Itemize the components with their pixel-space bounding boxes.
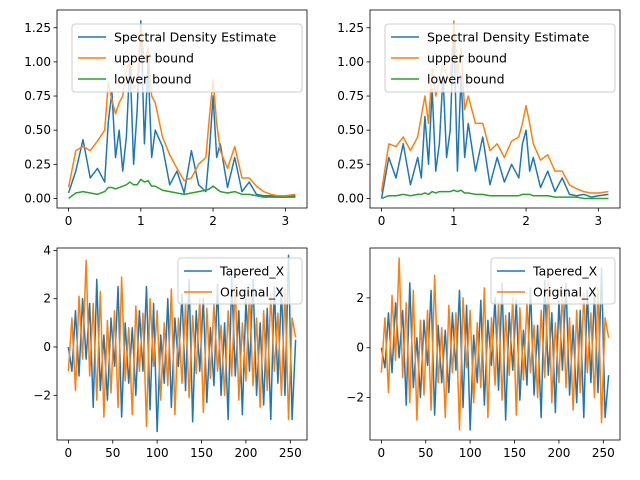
signal-right-ytick-label-1: 0 xyxy=(356,341,364,355)
signal-right-axes: 0 50 100 150 200 250 −2 0 2 Tapered_X Original_X xyxy=(346,247,621,460)
signal-right-xtick-label-5: 250 xyxy=(592,446,615,460)
signal-left-legend: Tapered_X Original_X xyxy=(177,257,303,305)
signal-left-xtick-label-3: 150 xyxy=(190,446,213,460)
psd-right-series-2-line xyxy=(381,189,609,200)
psd-right-legend-label-0: Spectral Density Estimate xyxy=(427,30,590,45)
psd-left-xtick-label-0: 0 xyxy=(65,214,73,228)
signal-left-xtick-label-2: 100 xyxy=(146,446,169,460)
psd-left-legend-label-2: lower bound xyxy=(114,72,192,87)
psd-left-xtick-label-1: 1 xyxy=(137,214,145,228)
psd-left-ytick-label-2: 0.50 xyxy=(24,123,51,137)
signal-right-series-1-line xyxy=(380,257,610,431)
psd-left-ytick-label-0: 0.00 xyxy=(24,191,51,205)
signal-left-axes: 0 50 100 150 200 250 −2 0 2 4 Tapered_X Original_X xyxy=(33,243,308,460)
psd-right-xtick-label-3: 3 xyxy=(595,214,603,228)
signal-left-ytick-label-3: 4 xyxy=(43,243,51,257)
signal-left-legend-label-1: Original_X xyxy=(220,285,284,300)
signal-left-ytick-label-0: −2 xyxy=(33,388,51,402)
psd-right-ytick-label-4: 1.00 xyxy=(337,55,364,69)
signal-right-xtick-label-0: 0 xyxy=(378,446,386,460)
signal-right-ytick-label-0: −2 xyxy=(346,391,364,405)
signal-left-xtick-label-0: 0 xyxy=(65,446,73,460)
psd-right-legend-box xyxy=(384,23,616,93)
psd-right-legend-label-2: lower bound xyxy=(427,72,505,87)
signal-right-xtick-label-4: 200 xyxy=(547,446,570,460)
psd-left-frame xyxy=(56,9,308,209)
psd-right-ytick-label-1: 0.25 xyxy=(337,157,364,171)
psd-left-series-2-line xyxy=(68,178,296,200)
psd-right-series-1-line xyxy=(380,20,609,194)
signal-right-legend-label-1: Original_X xyxy=(533,285,597,300)
psd-right-ytick-label-3: 0.75 xyxy=(337,89,364,103)
psd-left-legend-label-1: upper bound xyxy=(114,51,194,66)
signal-left-ytick-label-1: 0 xyxy=(43,340,51,354)
psd-right-legend-label-1: upper bound xyxy=(427,51,507,66)
psd-left-xtick-label-2: 2 xyxy=(209,214,217,228)
psd-right-ytick-label-2: 0.50 xyxy=(337,123,364,137)
psd-left-ytick-label-4: 1.00 xyxy=(24,55,51,69)
signal-right-ytick-label-2: 2 xyxy=(356,291,364,305)
psd-left-ytick-label-1: 0.25 xyxy=(24,157,51,171)
signal-right-xtick-label-2: 100 xyxy=(459,446,482,460)
psd-right-frame xyxy=(369,9,621,209)
signal-right-xtick-label-3: 150 xyxy=(503,446,526,460)
signal-right-frame xyxy=(369,247,621,441)
psd-right-xtick-label-0: 0 xyxy=(378,214,386,228)
signal-left-xtick-label-1: 50 xyxy=(105,446,120,460)
psd-left-ytick-label-3: 0.75 xyxy=(24,89,51,103)
signal-left-xtick-label-5: 250 xyxy=(279,446,302,460)
psd-right-ytick-label-0: 0.00 xyxy=(337,191,364,205)
psd-left-legend: Spectral Density Estimate upper bound lowe… xyxy=(71,23,303,93)
signal-left-frame xyxy=(56,247,308,441)
psd-left-series-0-line xyxy=(67,20,296,198)
signal-left-xtick-label-4: 200 xyxy=(234,446,257,460)
signal-left-series-1-line xyxy=(67,259,297,428)
psd-left-xtick-label-3: 3 xyxy=(282,214,290,228)
psd-left-series-1-line xyxy=(67,27,296,197)
psd-right-ytick-label-5: 1.25 xyxy=(337,21,364,35)
signal-left-ytick-label-2: 2 xyxy=(43,292,51,306)
psd-right-axes: 0 1 2 3 0.00 0.25 0.50 0.75 1.00 1.25 Spectral Den… xyxy=(337,9,621,228)
psd-left-legend-box xyxy=(71,23,303,93)
psd-left-legend-label-0: Spectral Density Estimate xyxy=(114,30,277,45)
psd-right-xtick-label-1: 1 xyxy=(450,214,458,228)
psd-left-ytick-label-5: 1.25 xyxy=(24,21,51,35)
psd-right-series-0-line xyxy=(380,27,609,199)
signal-right-legend-label-0: Tapered_X xyxy=(532,264,598,279)
signal-left-legend-label-0: Tapered_X xyxy=(219,264,285,279)
signal-right-legend: Tapered_X Original_X xyxy=(490,257,616,305)
signal-right-xtick-label-1: 50 xyxy=(418,446,433,460)
psd-right-legend: Spectral Density Estimate upper bound lowe… xyxy=(384,23,616,93)
psd-left-axes: 0 1 2 3 0.00 0.25 0.50 0.75 1.00 1.25 Spectral Den… xyxy=(24,9,308,228)
psd-right-xtick-label-2: 2 xyxy=(522,214,530,228)
